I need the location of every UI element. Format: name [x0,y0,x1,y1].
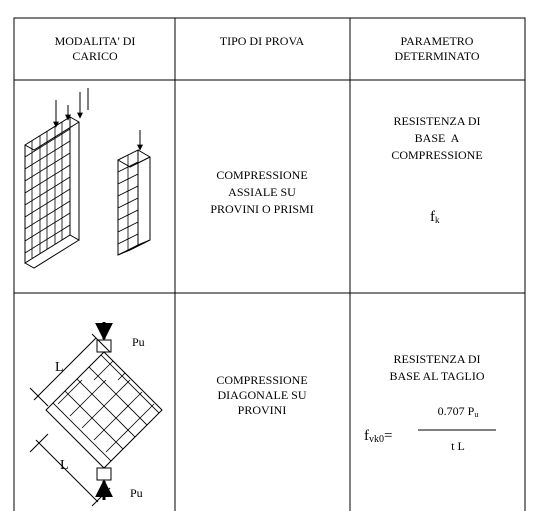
diagonal-compression-drawing [29,322,163,507]
load-label: Pu [132,335,145,349]
formula-denominator: t L [451,439,465,453]
formula: fk [430,209,440,225]
text-part: 0.707 P [438,404,475,418]
test-type: COMPRESSIONE [216,373,307,387]
test-type: COMPRESSIONE [216,168,307,182]
test-type: PROVINI O PRISMI [210,202,313,216]
parameter: BASE A [415,131,460,145]
header-cell: DETERMINATO [394,49,479,63]
dimension-label: L [55,360,64,375]
parameter: BASE AL TAGLIO [389,369,484,383]
parameter: RESISTENZA DI [394,114,481,128]
formula: fvk0= 0.707 Pu t L [364,404,496,453]
parameter: COMPRESSIONE [391,148,482,162]
text-part: k [435,215,440,225]
text-part: vk0 [369,434,384,445]
dimension-label: L [60,458,69,473]
test-type: DIAGONALE SU [218,388,307,402]
formula-numerator: 0.707 Pu [438,404,479,419]
test-type: ASSIALE SU [228,185,296,199]
text-part: f [430,209,435,225]
header-cell: CARICO [72,49,118,63]
axial-compression-drawing [24,88,151,269]
parameter: RESISTENZA DI [394,352,481,366]
text-part: u [474,410,478,419]
text-part: f [364,428,369,444]
header-cell: PARAMETRO [401,34,474,48]
formula-lhs: fvk0= [364,428,392,445]
test-type: PROVINI [238,403,287,417]
header-cell: TIPO DI PROVA [220,34,305,48]
text-part: = [384,428,392,444]
table-grid [13,17,526,511]
load-label: Pu [130,486,143,500]
header-cell: MODALITA' DI [55,34,136,48]
